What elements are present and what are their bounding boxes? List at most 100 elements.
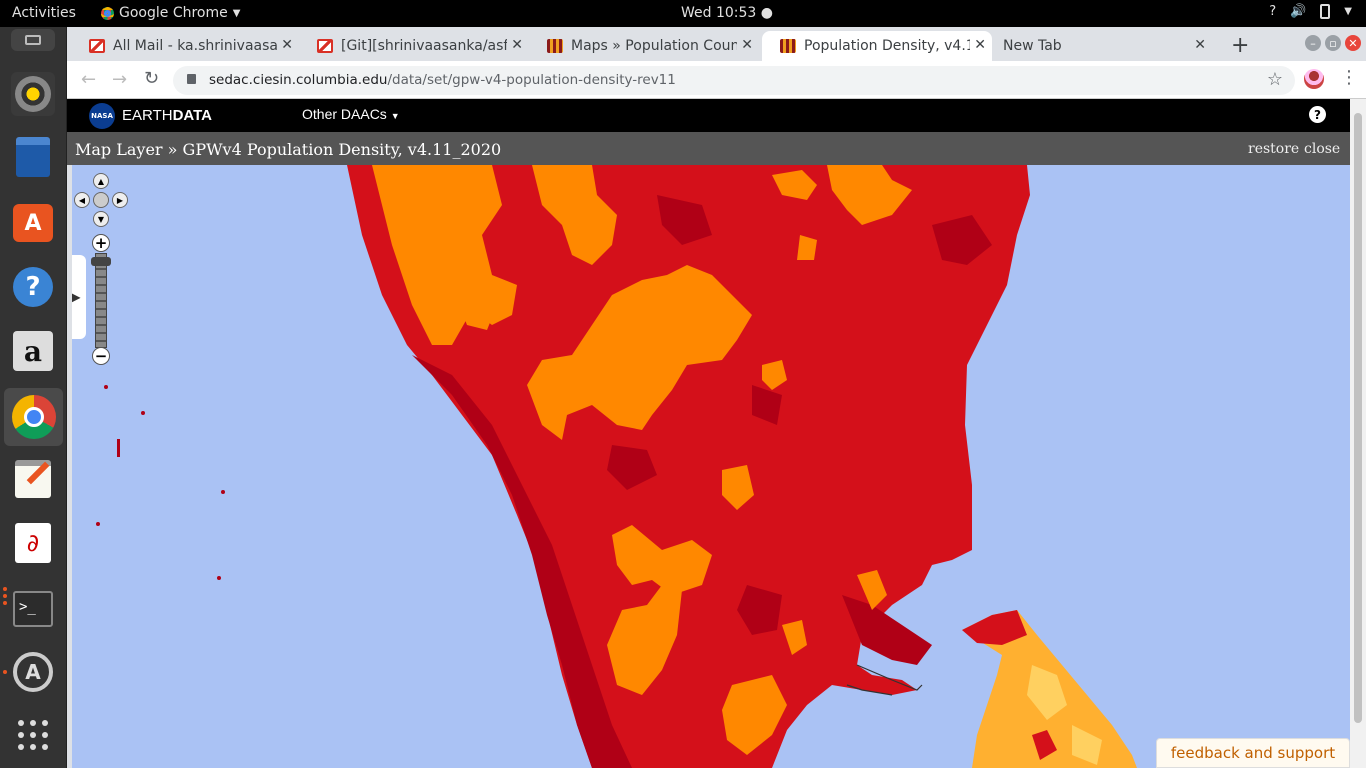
nasa-logo-icon[interactable]: NASA xyxy=(89,103,115,129)
density-peak-region xyxy=(752,385,782,425)
chevron-down-icon: ▼ xyxy=(232,7,241,19)
island-marker xyxy=(104,385,108,389)
pan-down-icon[interactable]: ▼ xyxy=(93,211,109,227)
earthdata-logo[interactable]: EARTHDATA xyxy=(122,107,212,124)
island-marker xyxy=(117,439,120,457)
pan-right-icon[interactable]: ▶ xyxy=(112,192,128,208)
globe-icon[interactable] xyxy=(93,192,109,208)
launcher-dock: A ? a ∂ >_ A xyxy=(0,27,67,768)
density-mid-region xyxy=(527,265,752,440)
reload-icon[interactable]: ↻ xyxy=(144,68,160,89)
pan-left-icon[interactable]: ◀ xyxy=(74,192,90,208)
zoom-slider-handle[interactable] xyxy=(91,257,111,266)
tab-title: All Mail - ka.shrinivaasan xyxy=(113,38,277,54)
dock-item-window[interactable] xyxy=(11,29,55,51)
zoom-slider-track[interactable] xyxy=(95,253,107,348)
close-tab-icon[interactable]: ✕ xyxy=(1194,37,1206,53)
density-mid-region xyxy=(857,570,887,610)
close-window-button[interactable]: ✕ xyxy=(1345,35,1361,51)
menu-kebab-icon[interactable]: ⋮ xyxy=(1340,67,1358,88)
app-menu[interactable]: Google Chrome ▼ xyxy=(101,5,240,21)
url-path: /data/set/gpw-v4-population-density-rev1… xyxy=(387,72,676,88)
amazon-icon[interactable]: a xyxy=(11,329,55,373)
help-app-icon[interactable]: ? xyxy=(11,265,55,309)
close-tab-icon[interactable]: ✕ xyxy=(511,37,523,53)
close-link[interactable]: close xyxy=(1304,141,1341,157)
close-tab-icon[interactable]: ✕ xyxy=(281,37,293,53)
document-viewer-icon[interactable] xyxy=(11,135,55,179)
help-button[interactable]: ? xyxy=(1309,106,1326,123)
density-mid-region xyxy=(722,465,754,510)
software-updater-icon[interactable]: A xyxy=(11,650,55,694)
earthdata-header: NASA EARTHDATA Other DAACs ▼ ? xyxy=(67,99,1350,132)
zoom-in-button[interactable]: + xyxy=(92,234,110,252)
map-canvas[interactable] xyxy=(72,165,1350,768)
gmail-icon xyxy=(89,39,105,53)
density-mid-region xyxy=(782,620,807,655)
battery-icon[interactable] xyxy=(1320,4,1331,19)
new-tab-button[interactable]: + xyxy=(1231,33,1250,58)
lock-icon xyxy=(187,74,196,84)
system-menu-chevron-icon[interactable]: ▼ xyxy=(1344,6,1352,17)
sedac-icon xyxy=(780,39,796,53)
maximize-button[interactable]: ▫ xyxy=(1325,35,1341,51)
system-top-bar: Activities Google Chrome ▼ Wed 10:53 ● ?… xyxy=(0,0,1366,27)
close-tab-icon[interactable]: ✕ xyxy=(974,37,986,53)
density-low-region xyxy=(1027,665,1067,720)
population-density-map[interactable]: ▲ ◀ ▶ ▼ + − ▶ xyxy=(72,165,1350,768)
bookmark-star-icon[interactable]: ☆ xyxy=(1266,69,1283,90)
zoom-out-button[interactable]: − xyxy=(92,347,110,365)
running-indicator xyxy=(3,587,7,591)
pdf-viewer-icon[interactable]: ∂ xyxy=(11,521,55,565)
volume-icon[interactable]: 🔊 xyxy=(1290,4,1307,19)
tab-strip: All Mail - ka.shrinivaasan ✕ [Git][shrin… xyxy=(67,27,1366,61)
terminal-icon[interactable]: >_ xyxy=(11,587,55,631)
density-peak-region xyxy=(737,585,782,635)
running-indicator xyxy=(3,670,7,674)
restore-link[interactable]: restore xyxy=(1248,141,1300,157)
density-mid-region xyxy=(797,235,817,260)
profile-avatar[interactable] xyxy=(1304,69,1324,89)
map-layer-title: Map Layer » GPWv4 Population Density, v4… xyxy=(75,140,502,159)
text-editor-icon[interactable] xyxy=(11,457,55,501)
island-marker xyxy=(96,522,100,526)
running-indicator xyxy=(3,601,7,605)
page-scrollbar[interactable] xyxy=(1350,99,1366,768)
activities-button[interactable]: Activities xyxy=(12,5,76,21)
density-peak-region xyxy=(842,595,932,665)
density-mid-region xyxy=(452,280,497,330)
tab-git[interactable]: [Git][shrinivaasanka/asf ✕ xyxy=(299,31,529,61)
close-tab-icon[interactable]: ✕ xyxy=(741,37,753,53)
address-bar[interactable]: sedac.ciesin.columbia.edu/data/set/gpw-v… xyxy=(173,66,1295,95)
chevron-right-icon: ▶ xyxy=(72,290,81,304)
back-icon[interactable]: ← xyxy=(81,69,97,90)
pan-up-icon[interactable]: ▲ xyxy=(93,173,109,189)
window-icon xyxy=(25,35,41,45)
density-mid-region xyxy=(772,170,817,200)
tab-new-tab[interactable]: New Tab ✕ xyxy=(992,31,1212,61)
brand-light: EARTH xyxy=(122,107,173,124)
clock[interactable]: Wed 10:53 ● xyxy=(681,5,773,21)
tab-title: New Tab xyxy=(1003,38,1062,54)
chrome-dock-icon[interactable] xyxy=(4,388,63,446)
density-mid-region xyxy=(532,165,617,265)
forward-icon[interactable]: → xyxy=(112,69,128,90)
other-daacs-menu[interactable]: Other DAACs ▼ xyxy=(302,106,400,122)
show-apps-icon[interactable] xyxy=(11,713,55,757)
density-low-region xyxy=(1072,725,1102,765)
tab-all-mail[interactable]: All Mail - ka.shrinivaasan ✕ xyxy=(71,31,299,61)
music-player-icon[interactable] xyxy=(11,72,55,116)
density-mid-region xyxy=(827,165,912,225)
layer-panel-toggle[interactable]: ▶ xyxy=(72,255,86,339)
software-center-icon[interactable]: A xyxy=(11,201,55,245)
scrollbar-thumb[interactable] xyxy=(1354,113,1362,723)
tab-maps[interactable]: Maps » Population Coun ✕ xyxy=(529,31,759,61)
pan-control: ▲ ◀ ▶ ▼ xyxy=(74,173,128,227)
help-icon[interactable]: ? xyxy=(1269,4,1277,19)
tab-title: Maps » Population Coun xyxy=(571,38,737,54)
minimize-button[interactable]: – xyxy=(1305,35,1321,51)
density-peak-region xyxy=(607,445,657,490)
tab-population-density[interactable]: Population Density, v4.1 ✕ xyxy=(762,31,992,61)
feedback-button[interactable]: feedback and support xyxy=(1156,738,1350,768)
browser-toolbar: ← → ↻ sedac.ciesin.columbia.edu/data/set… xyxy=(67,61,1366,99)
